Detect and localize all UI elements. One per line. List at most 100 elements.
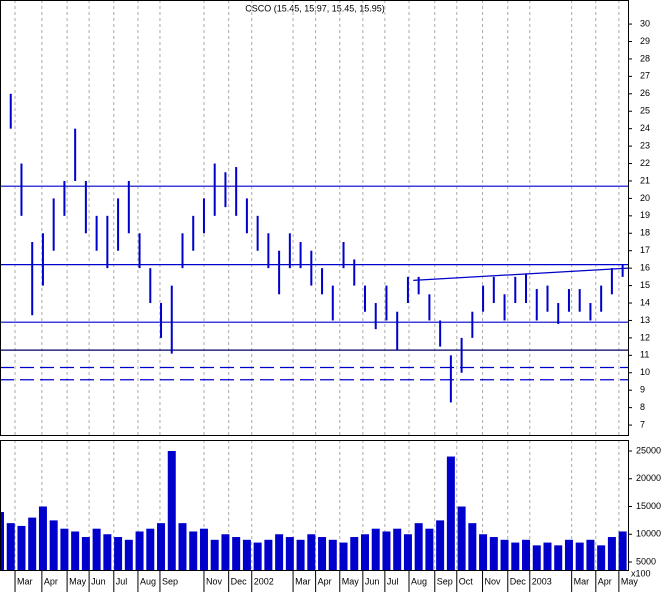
volume-bar (157, 523, 166, 570)
x-tick-label: Jul (387, 576, 399, 586)
y-tick-label: 12 (640, 332, 650, 342)
y-tick-label: 10 (640, 367, 650, 377)
volume-bar (49, 520, 58, 570)
x-tick-label: Sep (437, 576, 453, 586)
volume-bar (564, 539, 573, 570)
x-tick-label: Jun (365, 576, 380, 586)
volume-bar (382, 531, 391, 570)
y-tick-label: 11 (640, 350, 649, 360)
y-tick-label: 23 (640, 140, 650, 150)
volume-bar (522, 539, 531, 570)
x-tick-label: Dec (231, 576, 248, 586)
volume-bar (275, 534, 284, 570)
y-tick-label: 21 (640, 175, 650, 185)
volume-bar (468, 523, 477, 570)
volume-bar (618, 531, 627, 570)
y-tick-label: 7 (640, 419, 645, 429)
volume-frame (0, 440, 629, 571)
y-tick-label: 13 (640, 315, 650, 325)
x-tick-label: Mar (295, 576, 311, 586)
y-tick-label: 18 (640, 228, 650, 238)
x-tick-label: Aug (411, 576, 427, 586)
y-tick-label: 25 (640, 106, 650, 116)
volume-bar (532, 545, 541, 570)
y-tick-label: 29 (640, 36, 650, 46)
volume-bar (425, 528, 434, 570)
volume-bar (350, 537, 359, 570)
volume-bar (221, 534, 230, 570)
volume-bar (403, 534, 412, 570)
volume-bar (210, 539, 219, 570)
y2-tick-label: 5000 (636, 556, 656, 566)
volume-bar (232, 537, 241, 570)
volume-bar (178, 523, 187, 570)
x-tick-label: Mar (17, 576, 33, 586)
x-tick-label: Aug (140, 576, 156, 586)
x-tick-label: 2002 (254, 576, 274, 586)
y-tick-label: 26 (640, 88, 650, 98)
x-tick-label: Nov (206, 576, 223, 586)
x-tick-label: Mar (574, 576, 590, 586)
volume-bar (296, 539, 305, 570)
volume-bar (393, 528, 402, 570)
volume-bar (446, 456, 455, 570)
x-tick-label: Apr (318, 576, 332, 586)
y2-tick-label: 15000 (636, 501, 661, 511)
volume-bar (371, 528, 380, 570)
volume-bar (414, 523, 423, 570)
volume-bar (146, 528, 155, 570)
volume-bar (17, 525, 26, 570)
y-tick-label: 9 (640, 385, 645, 395)
volume-bar (436, 520, 445, 570)
y-tick-label: 24 (640, 123, 650, 133)
x-tick-label: Apr (44, 576, 58, 586)
x-tick-label: Sep (162, 576, 178, 586)
y2-tick-label: 10000 (636, 529, 661, 539)
x-tick-label: May (342, 576, 360, 586)
x-tick-label: Dec (510, 576, 527, 586)
volume-bar (360, 534, 369, 570)
x-tick-label: Jul (116, 576, 128, 586)
volume-bar (328, 539, 337, 570)
y2-tick-label: 20000 (636, 473, 661, 483)
volume-bar (38, 506, 47, 570)
x-tick-label: Jun (91, 576, 106, 586)
x-tick-label: Oct (459, 576, 474, 586)
volume-bar (500, 539, 509, 570)
x-tick-label: 2003 (532, 576, 552, 586)
volume-bar (575, 542, 584, 570)
volume-bar (0, 512, 4, 570)
volume-bar (60, 528, 69, 570)
volume-bar (586, 539, 595, 570)
volume-bar (543, 542, 552, 570)
volume-bar (242, 539, 251, 570)
volume-bar (92, 528, 101, 570)
volume-bar (71, 531, 80, 570)
y-tick-label: 15 (640, 280, 650, 290)
volume-bar (489, 537, 498, 570)
volume-bar (135, 531, 144, 570)
volume-bar (189, 531, 198, 570)
y-tick-label: 8 (640, 402, 645, 412)
volume-bar (81, 537, 90, 570)
y-tick-label: 14 (640, 297, 650, 307)
y2-tick-label: 25000 (636, 445, 661, 455)
volume-unit: x100 (631, 568, 651, 578)
volume-bar (264, 539, 273, 570)
volume-bar (28, 517, 37, 570)
volume-bar (167, 451, 176, 570)
volume-bar (339, 542, 348, 570)
x-tick-label: Nov (485, 576, 502, 586)
price-frame (0, 0, 629, 436)
volume-bar (511, 542, 520, 570)
y-tick-label: 22 (640, 158, 650, 168)
trendline (413, 267, 629, 281)
y-tick-label: 16 (640, 263, 650, 273)
volume-bar (318, 537, 327, 570)
x-tick-label: May (69, 576, 87, 586)
volume-bar (114, 537, 123, 570)
y-tick-label: 20 (640, 193, 650, 203)
y-tick-label: 27 (640, 71, 650, 81)
y-tick-label: 28 (640, 53, 650, 63)
